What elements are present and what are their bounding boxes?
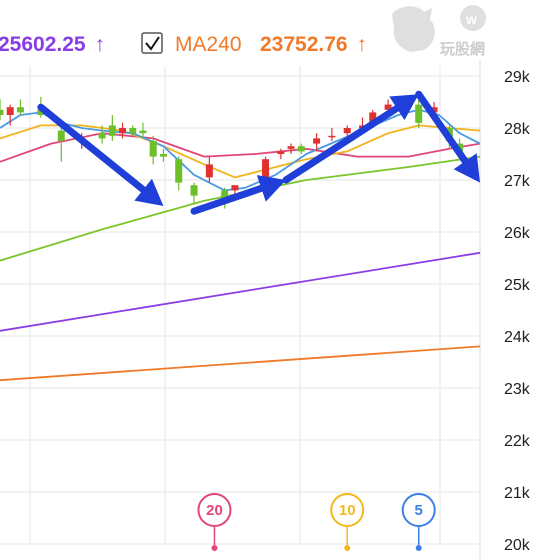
y-tick-label: 26k (504, 225, 531, 242)
y-tick-label: 22k (504, 433, 531, 450)
candle-up (313, 138, 321, 144)
candle-down (98, 133, 106, 139)
trend-arrow-head (134, 178, 164, 206)
trend-arrow-head (389, 94, 419, 121)
ma20-marker[interactable]: 20 (197, 493, 232, 551)
ma120-line (0, 251, 481, 332)
y-tick-label: 27k (504, 173, 531, 190)
ma120-up-arrow: ↑ (94, 33, 105, 56)
candle-up (205, 164, 213, 178)
moving-average-lines (0, 108, 481, 382)
candle-down (149, 141, 157, 157)
logo-text: 玩股網 (440, 40, 485, 58)
ma240-checkbox[interactable] (141, 32, 163, 54)
ma5-marker[interactable]: 5 (401, 493, 436, 551)
marker-circle (401, 493, 436, 527)
candle-down (190, 185, 198, 196)
marker-label: 5 (415, 502, 423, 519)
ma240-line (0, 345, 481, 382)
site-logo: w 玩股網 (392, 5, 486, 58)
marker-dot (211, 545, 218, 551)
y-tick-label: 25k (504, 277, 531, 294)
trend-arrow-shaft (282, 104, 401, 184)
candle-down (159, 154, 167, 157)
candle-down (108, 125, 116, 136)
marker-circle (197, 493, 232, 527)
candle-up (262, 159, 270, 178)
y-tick-label: 24k (504, 329, 531, 346)
y-axis: 20k 21k 22k 23k 24k 25k 26k 27k 28k 29k (504, 69, 531, 554)
logo-badge-letter-icon: w (465, 11, 477, 27)
trend-arrow-shaft (415, 90, 469, 165)
candle-down (0, 109, 4, 115)
candle-down (139, 130, 147, 134)
candle-down (129, 128, 137, 134)
marker-circle (330, 493, 365, 527)
trend-arrows (37, 90, 480, 215)
trend-arrow-head (453, 153, 480, 183)
ma5-line (0, 108, 481, 192)
y-tick-label: 28k (504, 121, 531, 138)
candle-up (119, 128, 127, 134)
trend-arrow-shaft (37, 103, 147, 194)
y-tick-label: 21k (504, 485, 531, 502)
candle-up (343, 128, 351, 134)
trend-arrow-shaft (190, 184, 265, 215)
candle-up (369, 112, 377, 123)
logo-badge-icon (460, 5, 486, 31)
candle-up (277, 151, 285, 154)
header-background (0, 22, 395, 56)
candle-up (6, 107, 14, 115)
ma120-value-text: 25602.25 (0, 33, 86, 56)
marker-dot (344, 545, 351, 551)
marker-dot (415, 545, 422, 551)
marker-label: 10 (339, 502, 356, 519)
candle-up (384, 104, 392, 110)
checkmark-icon (145, 36, 160, 51)
checkbox-box[interactable] (141, 32, 163, 54)
candle-down (37, 109, 45, 115)
grid (0, 60, 481, 560)
y-tick-label: 23k (504, 381, 531, 398)
ma240-value-text: 23752.76 (260, 33, 348, 56)
candle-up (328, 135, 336, 138)
bull-logo-icon (392, 6, 435, 53)
candle-down (415, 104, 423, 123)
candle-down (16, 107, 24, 113)
ma60-line (0, 155, 481, 262)
ma10-line (0, 124, 481, 179)
marker-label: 20 (206, 502, 223, 519)
candle-down (57, 130, 65, 141)
candle-down (175, 159, 183, 183)
ma20-line (0, 132, 481, 163)
trend-arrow-head (256, 175, 286, 202)
ma-markers: 20 10 5 (197, 493, 436, 551)
ma10-marker[interactable]: 10 (330, 493, 365, 551)
candle-up (231, 185, 239, 191)
y-tick-label: 20k (504, 537, 531, 554)
candle-down (297, 146, 305, 152)
ma240-value: 23752.76 ↑ (260, 33, 367, 56)
ma240-label-text: MA240 (175, 33, 242, 56)
ma120-value: 25602.25 ↑ (0, 33, 105, 56)
ma240-label: MA240 (175, 33, 242, 56)
y-tick-label: 29k (504, 69, 531, 86)
ma240-up-arrow: ↑ (356, 33, 367, 56)
candle-up (287, 146, 295, 149)
candle-down (221, 190, 229, 204)
candle-up (430, 107, 438, 113)
